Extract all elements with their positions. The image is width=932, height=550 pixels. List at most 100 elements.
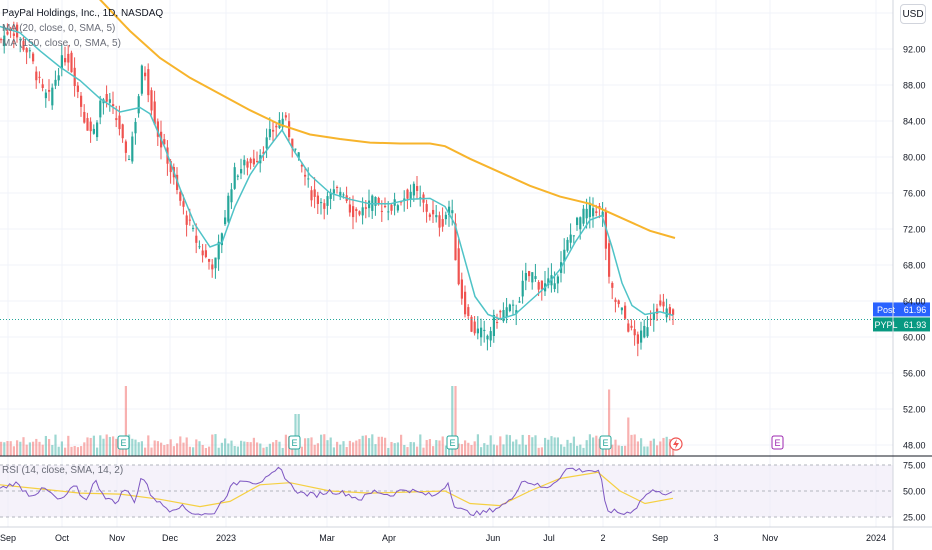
volume-bar bbox=[316, 443, 319, 456]
time-tick-label: Apr bbox=[382, 533, 396, 543]
candle-body bbox=[163, 139, 166, 145]
volume-bar bbox=[614, 439, 617, 456]
volume-bar bbox=[16, 440, 19, 456]
volume-bar bbox=[35, 438, 38, 456]
candle-body bbox=[601, 211, 604, 218]
volume-bar bbox=[342, 441, 345, 456]
candle-body bbox=[665, 308, 668, 318]
candle-body bbox=[531, 272, 534, 283]
candle-body bbox=[633, 329, 636, 336]
price-tag-label: PYPL bbox=[874, 320, 897, 330]
volume-bar bbox=[115, 438, 118, 456]
volume-bar bbox=[307, 438, 310, 456]
volume-bar bbox=[377, 436, 380, 456]
volume-bar bbox=[652, 438, 655, 456]
volume-bar bbox=[265, 446, 268, 456]
candle-body bbox=[25, 48, 28, 53]
candle-body bbox=[556, 276, 559, 284]
candle-body bbox=[320, 202, 323, 204]
volume-bar bbox=[406, 447, 409, 456]
candle-body bbox=[284, 115, 287, 118]
volume-bar bbox=[150, 447, 153, 456]
volume-bar bbox=[153, 440, 156, 456]
volume-bar bbox=[550, 436, 553, 456]
volume-bar bbox=[419, 434, 422, 456]
volume-bar bbox=[182, 442, 185, 456]
volume-bar bbox=[348, 440, 351, 456]
volume-bar bbox=[220, 442, 223, 456]
volume-bar bbox=[569, 442, 572, 456]
candle-body bbox=[528, 271, 531, 277]
time-tick-label: Sep bbox=[652, 533, 668, 543]
candle-body bbox=[448, 206, 451, 215]
candle-body bbox=[332, 189, 335, 194]
candle-body bbox=[640, 330, 643, 343]
candle-body bbox=[614, 299, 617, 302]
volume-bar bbox=[444, 445, 447, 456]
candle-body bbox=[275, 125, 278, 128]
candle-body bbox=[406, 189, 409, 199]
volume-bar bbox=[547, 439, 550, 456]
candle-body bbox=[537, 282, 540, 290]
candle-body bbox=[140, 65, 143, 94]
volume-bar bbox=[400, 434, 403, 456]
earnings-marker-label: E bbox=[449, 438, 455, 448]
rsi-tick-label: 25.00 bbox=[903, 513, 926, 523]
candle-body bbox=[86, 118, 89, 131]
candle-body bbox=[16, 24, 19, 38]
volume-bar bbox=[364, 435, 367, 456]
candle-body bbox=[28, 50, 31, 52]
candle-body bbox=[38, 76, 41, 78]
volume-bar bbox=[259, 443, 262, 456]
volume-bar bbox=[595, 435, 598, 456]
volume-bar bbox=[198, 441, 201, 456]
candle-body bbox=[435, 215, 438, 218]
volume-bar bbox=[64, 447, 67, 456]
volume-bar bbox=[428, 439, 431, 456]
volume-bar bbox=[211, 434, 214, 456]
volume-bar bbox=[80, 446, 83, 456]
volume-bar bbox=[272, 442, 275, 456]
volume-bar bbox=[361, 435, 364, 456]
volume-bar bbox=[163, 445, 166, 456]
volume-bar bbox=[422, 447, 425, 456]
volume-bar bbox=[572, 436, 575, 456]
volume-bar bbox=[246, 441, 249, 456]
candle-body bbox=[524, 273, 527, 281]
volume-bar bbox=[624, 445, 627, 456]
time-tick-label: Mar bbox=[319, 533, 335, 543]
candle-body bbox=[464, 291, 467, 315]
time-tick-label: Nov bbox=[762, 533, 779, 543]
volume-bar bbox=[556, 437, 559, 456]
price-tick-label: 88.00 bbox=[903, 81, 926, 91]
currency-button[interactable]: USD bbox=[900, 4, 926, 24]
candle-body bbox=[227, 195, 230, 222]
volume-bar bbox=[560, 444, 563, 456]
candle-body bbox=[672, 309, 675, 315]
volume-bar bbox=[112, 436, 115, 456]
earnings-marker-label: E bbox=[602, 438, 608, 448]
candle-body bbox=[57, 75, 60, 81]
volume-bar bbox=[668, 439, 671, 456]
candle-body bbox=[620, 307, 623, 311]
candle-body bbox=[12, 33, 15, 36]
volume-bar bbox=[233, 445, 236, 456]
volume-bar bbox=[96, 447, 99, 456]
volume-bar bbox=[73, 445, 76, 456]
volume-bar bbox=[617, 445, 620, 456]
volume-bar bbox=[326, 440, 329, 456]
volume-bar bbox=[294, 414, 297, 456]
candle-body bbox=[198, 246, 201, 248]
candle-body bbox=[355, 209, 358, 211]
volume-bar bbox=[323, 434, 326, 456]
candle-body bbox=[534, 276, 537, 279]
candle-body bbox=[76, 85, 79, 92]
volume-bar bbox=[256, 442, 259, 456]
time-tick-label: 2023 bbox=[216, 533, 236, 543]
earnings-marker bbox=[599, 435, 612, 450]
candle-body bbox=[35, 71, 38, 81]
volume-bar bbox=[467, 442, 470, 456]
volume-bar bbox=[611, 444, 614, 456]
candle-body bbox=[387, 211, 390, 213]
